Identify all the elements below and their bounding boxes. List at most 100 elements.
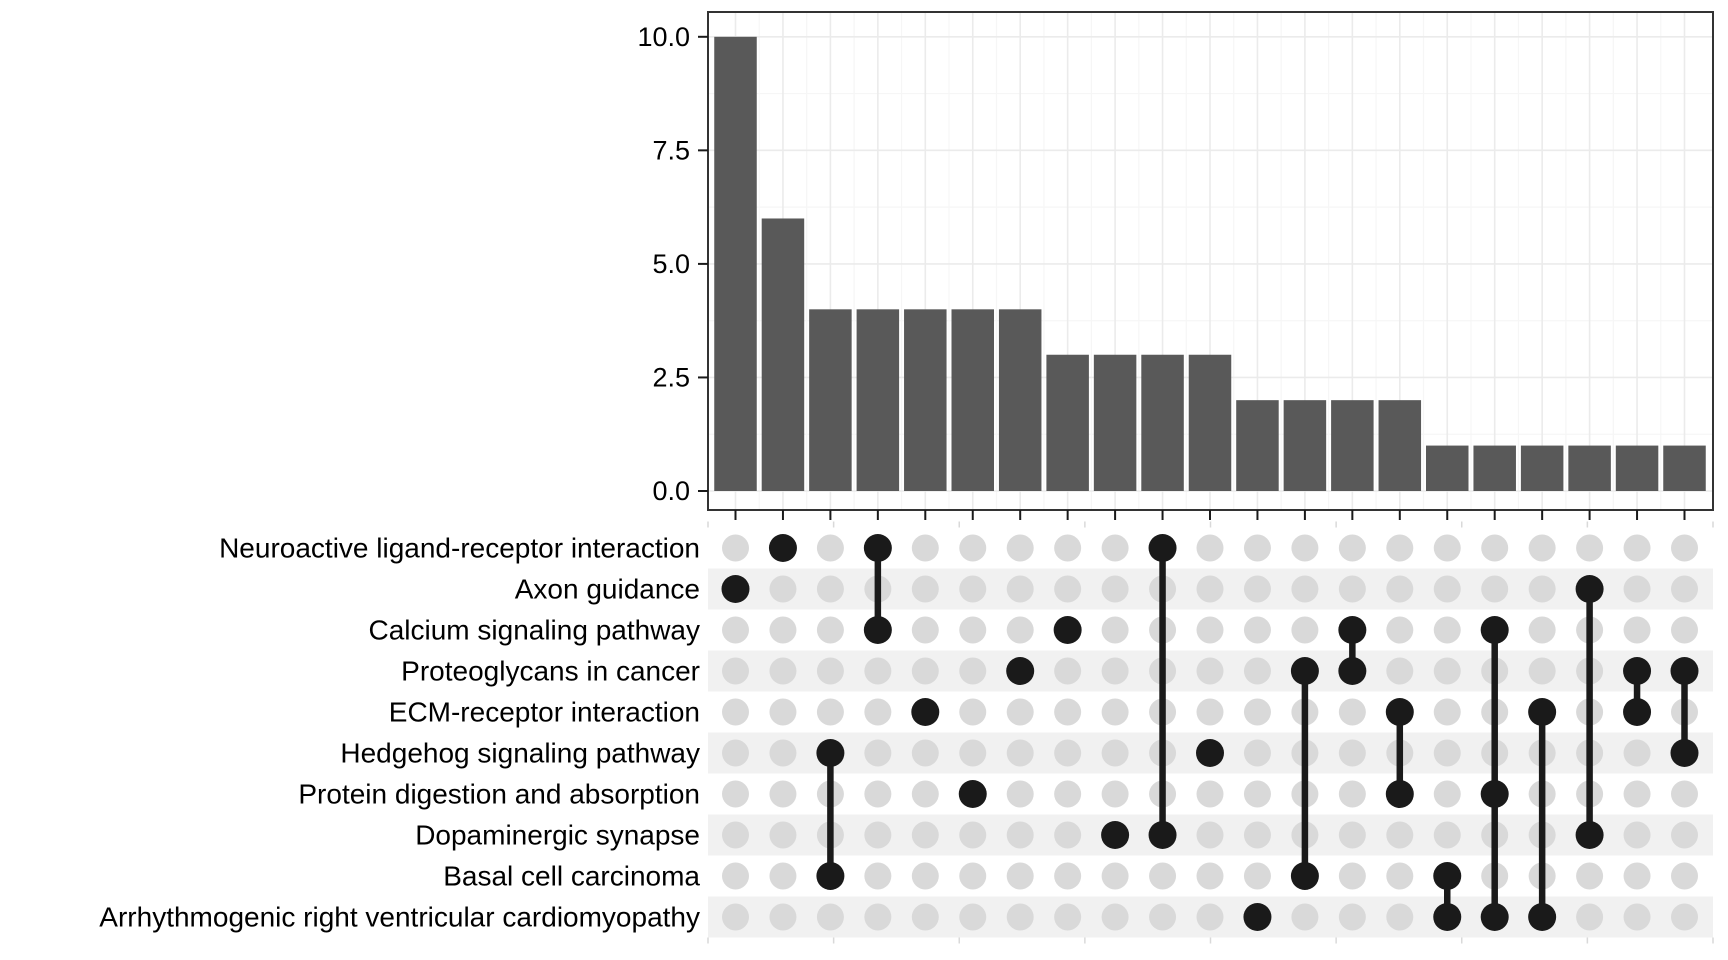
matrix-dot-inactive (769, 862, 797, 890)
matrix-dot-active (911, 698, 940, 726)
matrix-dot-inactive (911, 616, 939, 644)
matrix-dot-active (1575, 821, 1604, 849)
intersection-size-bar (1093, 354, 1137, 491)
set-label: Neuroactive ligand-receptor interaction (219, 533, 700, 564)
matrix-dot-inactive (1054, 862, 1082, 890)
matrix-dot-inactive (1386, 575, 1414, 603)
matrix-dot-inactive (816, 616, 844, 644)
matrix-dot-inactive (1338, 903, 1366, 931)
matrix-dot-active (1385, 698, 1414, 726)
matrix-dot-inactive (1433, 780, 1461, 808)
matrix-dot-inactive (1196, 698, 1224, 726)
matrix-dot-inactive (864, 862, 892, 890)
matrix-dot-active (1623, 657, 1652, 685)
intersection-size-bar (1141, 354, 1184, 491)
matrix-dot-inactive (1101, 616, 1129, 644)
matrix-dot-inactive (911, 657, 939, 685)
matrix-dot-inactive (1386, 903, 1414, 931)
matrix-dot-active (1101, 821, 1130, 849)
matrix-dot-active (1338, 657, 1367, 685)
matrix-dot-inactive (959, 739, 987, 767)
matrix-dot-inactive (1196, 821, 1224, 849)
matrix-dot-inactive (1433, 739, 1461, 767)
matrix-dot-inactive (1623, 780, 1651, 808)
matrix-dot-inactive (1054, 657, 1082, 685)
matrix-dot-inactive (1386, 657, 1414, 685)
matrix-dot-inactive (1623, 903, 1651, 931)
matrix-dot-inactive (1054, 821, 1082, 849)
y-axis-tick-label: 5.0 (652, 249, 690, 279)
intersection-size-bar (1283, 400, 1327, 491)
matrix-dot-active (1385, 780, 1414, 808)
matrix-dot-active (816, 739, 845, 767)
matrix-dot-inactive (1338, 534, 1366, 562)
intersection-size-bar (809, 309, 852, 491)
matrix-dot-inactive (959, 821, 987, 849)
matrix-dot-inactive (769, 698, 797, 726)
intersection-size-bar (761, 218, 805, 492)
matrix-dot-inactive (1006, 616, 1034, 644)
matrix-dot-inactive (816, 903, 844, 931)
matrix-dot-inactive (1291, 903, 1319, 931)
intersection-size-bar (1568, 445, 1611, 491)
matrix-dot-inactive (1196, 903, 1224, 931)
matrix-dot-inactive (1433, 616, 1461, 644)
matrix-dot-inactive (1338, 780, 1366, 808)
set-label: Calcium signaling pathway (368, 615, 700, 646)
matrix-dot-active (1480, 780, 1509, 808)
matrix-dot-inactive (1006, 534, 1034, 562)
intersection-size-bar (1663, 445, 1706, 491)
matrix-dot-inactive (1671, 903, 1698, 931)
matrix-dot-inactive (1671, 821, 1698, 849)
matrix-dot-inactive (1196, 575, 1224, 603)
matrix-dot-inactive (1386, 534, 1414, 562)
matrix-dot-active (863, 534, 892, 562)
matrix-dot-inactive (864, 903, 892, 931)
matrix-dot-inactive (1149, 903, 1177, 931)
matrix-dot-active (1623, 698, 1652, 726)
y-axis-tick-label: 2.5 (652, 362, 690, 392)
matrix-dot-inactive (722, 657, 749, 685)
intersection-size-bar (856, 309, 900, 491)
matrix-dot-inactive (1671, 575, 1698, 603)
matrix-dot-inactive (722, 616, 749, 644)
matrix-dot-inactive (769, 575, 797, 603)
matrix-dot-inactive (1101, 534, 1129, 562)
matrix-dot-active (1575, 575, 1604, 603)
matrix-dot-inactive (722, 698, 749, 726)
matrix-dot-inactive (1101, 575, 1129, 603)
set-label: Protein digestion and absorption (298, 779, 700, 810)
matrix-dot-active (816, 862, 845, 890)
set-label: Basal cell carcinoma (443, 861, 700, 892)
matrix-dot-active (1480, 903, 1509, 931)
matrix-dot-inactive (959, 903, 987, 931)
matrix-dot-inactive (1006, 698, 1034, 726)
matrix-dot-inactive (959, 534, 987, 562)
matrix-dot-active (1148, 534, 1177, 562)
matrix-dot-inactive (769, 821, 797, 849)
matrix-dot-inactive (1338, 821, 1366, 849)
matrix-dot-inactive (1196, 862, 1224, 890)
intersection-size-bar (1331, 400, 1374, 491)
matrix-dot-inactive (1243, 698, 1271, 726)
matrix-dot-active (721, 575, 750, 603)
intersection-size-bar (1378, 400, 1422, 491)
matrix-dot-active (1433, 903, 1462, 931)
matrix-dot-inactive (1528, 657, 1556, 685)
matrix-dot-inactive (1006, 821, 1034, 849)
matrix-dot-inactive (1338, 862, 1366, 890)
matrix-dot-inactive (1528, 616, 1556, 644)
matrix-dot-active (1148, 821, 1177, 849)
matrix-dot-inactive (1576, 862, 1604, 890)
matrix-dot-active (1006, 657, 1035, 685)
set-label: Hedgehog signaling pathway (340, 738, 700, 769)
matrix-dot-inactive (1433, 821, 1461, 849)
matrix-dot-inactive (1054, 739, 1082, 767)
matrix-dot-inactive (1243, 780, 1271, 808)
matrix-dot-inactive (1006, 575, 1034, 603)
matrix-dot-inactive (1671, 534, 1698, 562)
matrix-dot-inactive (1101, 780, 1129, 808)
matrix-dot-inactive (1386, 616, 1414, 644)
matrix-dot-inactive (816, 575, 844, 603)
matrix-dot-active (1243, 903, 1272, 931)
